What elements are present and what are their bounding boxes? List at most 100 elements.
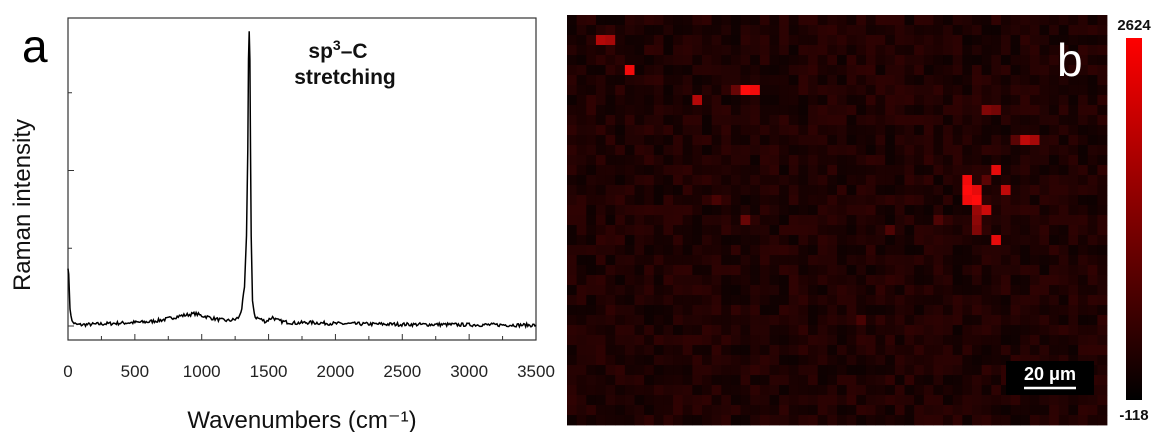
- heatmap-cell: [779, 315, 790, 326]
- heatmap-cell: [673, 235, 684, 246]
- heatmap-cell: [914, 155, 925, 166]
- heatmap-cell: [788, 385, 799, 396]
- heatmap-cell: [837, 335, 848, 346]
- heatmap-cell: [1097, 155, 1108, 166]
- heatmap-cell: [865, 125, 876, 136]
- heatmap-cell: [721, 215, 732, 226]
- heatmap-cell: [605, 45, 616, 56]
- heatmap-cell: [991, 115, 1002, 126]
- heatmap-cell: [605, 95, 616, 106]
- heatmap-cell: [1049, 55, 1060, 66]
- heatmap-cell: [567, 285, 578, 296]
- heatmap-cell: [1087, 65, 1098, 76]
- heatmap-cell: [663, 415, 674, 426]
- heatmap-cell: [605, 215, 616, 226]
- heatmap-cell: [808, 205, 819, 216]
- heatmap-cell: [952, 175, 963, 186]
- heatmap-cell: [846, 55, 857, 66]
- heatmap-cell: [692, 385, 703, 396]
- heatmap-cell: [865, 235, 876, 246]
- heatmap-cell: [730, 335, 741, 346]
- heatmap-cell: [952, 85, 963, 96]
- heatmap-cell: [769, 95, 780, 106]
- heatmap-cell: [692, 405, 703, 416]
- heatmap-cell: [634, 25, 645, 36]
- heatmap-cell: [759, 55, 770, 66]
- heatmap-cell: [1029, 105, 1040, 116]
- heatmap-cell: [894, 55, 905, 66]
- heatmap-cell: [885, 115, 896, 126]
- heatmap-cell: [1049, 235, 1060, 246]
- heatmap-cell: [605, 175, 616, 186]
- heatmap-cell: [567, 325, 578, 336]
- heatmap-cell: [1020, 305, 1031, 316]
- heatmap-cell: [1068, 35, 1079, 46]
- heatmap-cell: [1097, 355, 1108, 366]
- heatmap-cell: [586, 185, 597, 196]
- heatmap-cell: [1000, 375, 1011, 386]
- heatmap-cell: [914, 65, 925, 76]
- heatmap-cell: [817, 215, 828, 226]
- heatmap-cell: [1039, 105, 1050, 116]
- heatmap-cell: [1058, 195, 1069, 206]
- heatmap-cell: [702, 15, 713, 26]
- heatmap-cell: [952, 165, 963, 176]
- heatmap-cell: [856, 225, 867, 236]
- heatmap-cell: [885, 315, 896, 326]
- heatmap-cell: [730, 345, 741, 356]
- heatmap-cell: [586, 125, 597, 136]
- heatmap-cell: [730, 355, 741, 366]
- heatmap-cell: [634, 165, 645, 176]
- heatmap-cell: [615, 125, 626, 136]
- heatmap-cell: [1039, 115, 1050, 126]
- heatmap-cell: [865, 365, 876, 376]
- heatmap-cell: [972, 135, 983, 146]
- heatmap-cell: [827, 185, 838, 196]
- heatmap-cell: [595, 405, 606, 416]
- heatmap-cell: [904, 195, 915, 206]
- heatmap-cell: [1078, 135, 1089, 146]
- heatmap-cell: [981, 375, 992, 386]
- heatmap-cell: [567, 55, 578, 66]
- heatmap-cell: [1087, 335, 1098, 346]
- heatmap-cell: [740, 165, 751, 176]
- heatmap-cell: [1078, 15, 1089, 26]
- heatmap-cell: [711, 35, 722, 46]
- heatmap-cell: [788, 75, 799, 86]
- heatmap-cell: [1058, 15, 1069, 26]
- heatmap-cell: [1087, 165, 1098, 176]
- heatmap-cell: [962, 275, 973, 286]
- heatmap-cell: [856, 295, 867, 306]
- heatmap-cell: [634, 95, 645, 106]
- heatmap-cell: [605, 195, 616, 206]
- heatmap-cell: [972, 395, 983, 406]
- heatmap-cell: [1097, 235, 1108, 246]
- heatmap-cell: [1049, 315, 1060, 326]
- heatmap-cell: [1010, 245, 1021, 256]
- heatmap-cell: [972, 55, 983, 66]
- heatmap-cell: [894, 415, 905, 426]
- heatmap-cell: [711, 95, 722, 106]
- heatmap-cell: [615, 275, 626, 286]
- heatmap-cell: [991, 325, 1002, 336]
- heatmap-cell: [576, 215, 587, 226]
- heatmap-cell: [605, 415, 616, 426]
- heatmap-cell: [595, 95, 606, 106]
- heatmap-cell: [1010, 345, 1021, 356]
- heatmap-cell: [1020, 275, 1031, 286]
- heatmap-cell: [567, 45, 578, 56]
- heatmap-cell: [1058, 325, 1069, 336]
- heatmap-cell: [586, 295, 597, 306]
- heatmap-cell: [673, 365, 684, 376]
- heatmap-cell: [576, 405, 587, 416]
- heatmap-cell: [798, 155, 809, 166]
- heatmap-cell: [1039, 405, 1050, 416]
- heatmap-cell: [682, 245, 693, 256]
- heatmap-cell: [923, 295, 934, 306]
- heatmap-cell: [827, 145, 838, 156]
- heatmap-cell: [846, 155, 857, 166]
- heatmap-cell: [923, 25, 934, 36]
- heatmap-cell: [972, 235, 983, 246]
- heatmap-cell: [595, 65, 606, 76]
- heatmap-cell: [595, 145, 606, 156]
